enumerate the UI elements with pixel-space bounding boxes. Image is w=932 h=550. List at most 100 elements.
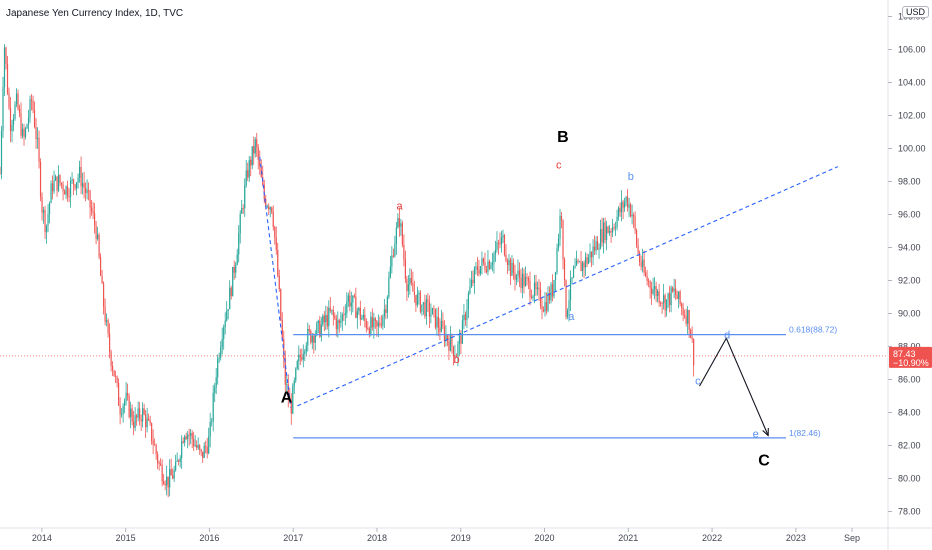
candle-body (164, 483, 166, 486)
candle-body (42, 210, 45, 213)
candle-body (134, 415, 136, 429)
projection-path (699, 337, 769, 435)
candle-body (682, 307, 684, 316)
candle-body (236, 254, 238, 266)
candle-body (397, 218, 399, 228)
candle-body (166, 476, 168, 486)
candle-body (443, 326, 446, 341)
candle-body (143, 408, 145, 415)
candle-body (517, 270, 519, 276)
candle-body (271, 207, 273, 213)
candle-body (217, 358, 219, 378)
candle-body (388, 277, 390, 297)
candle-body (26, 124, 28, 129)
candle-body (599, 229, 602, 249)
fib-level-label: 0.618(88.72) (789, 325, 837, 335)
candle-body (628, 204, 630, 208)
candle-body (484, 262, 486, 270)
candle-body (235, 265, 237, 273)
candle-body (116, 376, 118, 383)
candle-body (648, 281, 650, 283)
candle-body (428, 302, 430, 317)
candle-body (488, 261, 491, 269)
candle-body (211, 421, 213, 423)
candle-body (407, 284, 409, 292)
candle-body (370, 316, 372, 335)
candle-body (355, 296, 357, 318)
candle-body (33, 110, 36, 127)
candle-body (352, 295, 354, 303)
candle-body (506, 260, 509, 266)
candle-body (146, 418, 148, 428)
candle-body (379, 322, 381, 326)
candle-body (685, 316, 687, 324)
candle-body (340, 321, 342, 323)
candle-body (223, 327, 225, 339)
candle-body (59, 174, 61, 184)
candle-body (608, 230, 611, 233)
candle-body (232, 267, 234, 297)
candle-body (617, 207, 620, 217)
candle-body (530, 296, 533, 299)
candle-body (367, 328, 369, 330)
candle-body (638, 253, 641, 263)
candle-body (466, 309, 468, 321)
candle-body (586, 257, 588, 264)
candle-body (284, 358, 286, 385)
candle-body (304, 351, 306, 354)
candle-body (598, 248, 600, 250)
candle-body (148, 418, 150, 421)
candle-body (368, 328, 370, 335)
candle-body (175, 461, 177, 471)
time-axis: 2014 2015 2016 2017 2018 2019 2020 2021 2022 2023… (0, 527, 932, 543)
candle-body (559, 215, 561, 239)
candle-body (199, 445, 201, 450)
candle-body (45, 225, 48, 233)
candle-body (200, 449, 202, 452)
candle-body (137, 408, 139, 418)
candle-body (107, 320, 109, 334)
candle-body (167, 476, 169, 488)
candle-body (574, 265, 576, 268)
candle-body (266, 206, 268, 208)
candle-body (529, 280, 531, 297)
candle-body (515, 275, 518, 280)
currency-button[interactable]: USD (902, 6, 930, 18)
candle-body (54, 176, 57, 181)
candle-body (635, 229, 638, 245)
y-tick-label: 78.00 (898, 507, 921, 517)
candle-body (454, 355, 456, 357)
candlestick-series (0, 44, 695, 498)
candle-body (101, 275, 103, 284)
candle-body (547, 293, 549, 311)
candle-body (233, 267, 235, 273)
candle-body (194, 445, 196, 446)
candle-body (224, 320, 226, 328)
candle-body (602, 222, 605, 243)
candle-body (413, 291, 415, 296)
candle-body (427, 299, 429, 303)
y-tick-label: 86.00 (898, 375, 921, 385)
candle-body (464, 314, 467, 321)
candle-body (178, 460, 180, 462)
candle-body (512, 262, 515, 273)
candle-body (311, 335, 313, 343)
candle-body (69, 180, 72, 198)
candle-body (359, 307, 361, 320)
candle-body (316, 323, 318, 335)
candle-body (57, 174, 60, 191)
candle-body (341, 314, 343, 322)
candle-body (460, 335, 462, 344)
candle-body (0, 131, 3, 174)
candle-body (478, 270, 480, 274)
candle-body (20, 113, 22, 136)
candle-body (274, 226, 276, 238)
candle-body (9, 107, 12, 132)
candle-body (302, 353, 304, 360)
candle-body (499, 243, 501, 245)
candle-body (68, 196, 70, 198)
last-price-badge (889, 346, 932, 368)
candle-body (523, 273, 525, 286)
candle-body (400, 223, 402, 227)
